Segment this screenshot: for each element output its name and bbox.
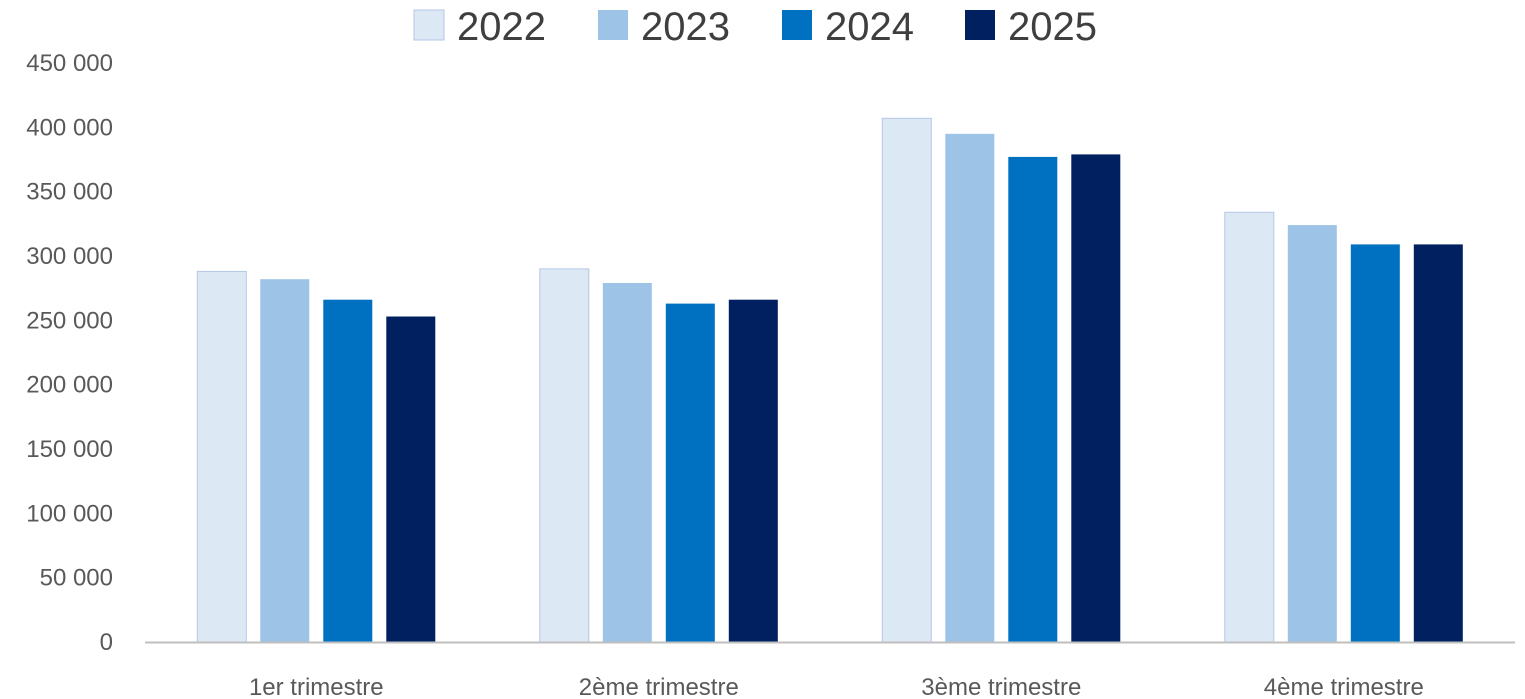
bar-4eme-trimestre-2025 <box>1413 244 1463 642</box>
bar-1er-trimestre-2025 <box>386 316 436 642</box>
legend-item-2024: 2024 <box>782 5 914 49</box>
y-tick-label: 300 000 <box>26 243 113 270</box>
legend: 2022 2023 2024 2025 <box>413 5 1097 49</box>
bar-1er-trimestre-2023 <box>260 279 310 642</box>
bars <box>196 117 1463 643</box>
legend-item-2025: 2025 <box>965 5 1097 49</box>
y-tick-label: 150 000 <box>26 436 113 463</box>
legend-item-2023: 2023 <box>598 5 730 49</box>
x-tick-label: 3ème trimestre <box>921 674 1081 699</box>
bar-2eme-trimestre-2022 <box>539 268 590 643</box>
x-tick-label: 4ème trimestre <box>1264 674 1424 699</box>
legend-swatch <box>782 10 812 40</box>
bar-2eme-trimestre-2025 <box>728 299 778 642</box>
legend-label: 2024 <box>825 5 914 49</box>
y-tick-label: 0 <box>100 629 113 656</box>
y-tick-label: 250 000 <box>26 307 113 334</box>
legend-label: 2023 <box>641 5 730 49</box>
x-tick-label: 1er trimestre <box>249 674 384 699</box>
y-tick-label: 450 000 <box>26 50 113 77</box>
bar-1er-trimestre-2024 <box>323 299 373 642</box>
bar-4eme-trimestre-2022 <box>1224 211 1275 643</box>
bar-3eme-trimestre-2025 <box>1071 154 1121 642</box>
legend-swatch <box>413 9 445 41</box>
bar-1er-trimestre-2022 <box>196 270 247 643</box>
x-axis: 1er trimestre 2ème trimestre 3ème trimestr… <box>145 641 1515 699</box>
y-axis: 0 50 000 100 000 150 000 200 000 250 000 300 0… <box>26 50 113 656</box>
y-tick-label: 100 000 <box>26 500 113 527</box>
y-tick-label: 400 000 <box>26 114 113 141</box>
bar-3eme-trimestre-2024 <box>1008 156 1058 642</box>
bar-4eme-trimestre-2024 <box>1350 244 1400 642</box>
bar-2eme-trimestre-2023 <box>602 283 652 642</box>
y-tick-label: 200 000 <box>26 372 113 399</box>
legend-item-2022: 2022 <box>413 5 546 49</box>
x-tick-label: 2ème trimestre <box>579 674 739 699</box>
legend-label: 2022 <box>457 5 546 49</box>
legend-swatch <box>598 10 628 40</box>
y-tick-label: 350 000 <box>26 179 113 206</box>
bar-4eme-trimestre-2023 <box>1287 225 1337 642</box>
legend-label: 2025 <box>1008 5 1097 49</box>
bar-2eme-trimestre-2024 <box>665 303 715 642</box>
bar-3eme-trimestre-2023 <box>945 133 995 643</box>
y-tick-label: 50 000 <box>40 565 113 592</box>
legend-swatch <box>965 10 995 40</box>
bar-3eme-trimestre-2022 <box>881 117 932 643</box>
